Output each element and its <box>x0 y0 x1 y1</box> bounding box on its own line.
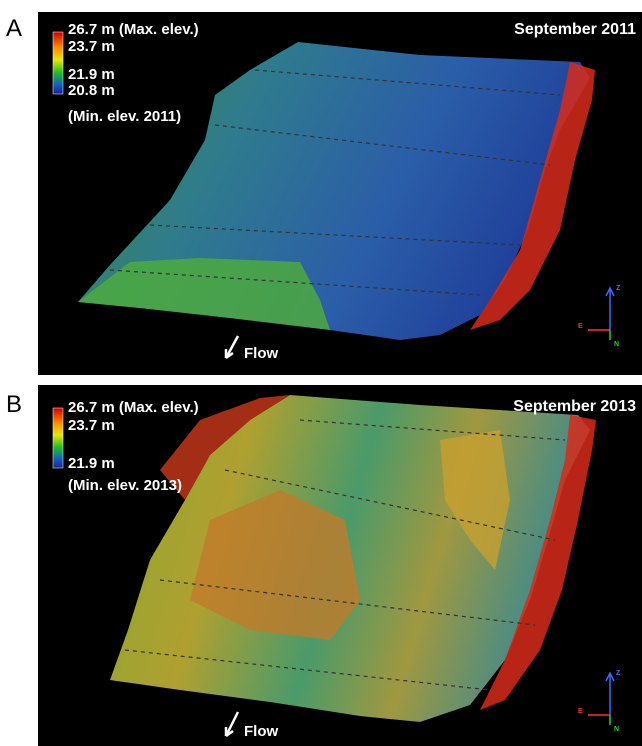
panel-label: B <box>6 391 22 418</box>
legend-label: 21.9 m <box>68 66 115 83</box>
legend-label: 23.7 m <box>68 417 115 434</box>
flow-label: Flow <box>244 723 278 740</box>
legend-label: (Min. elev. 2013) <box>68 477 182 494</box>
legend-label: 21.9 m <box>68 455 115 472</box>
flow-label: Flow <box>244 345 278 362</box>
figure: A 26.7 m (Max. elev.) 23.7 m 21.9 m 20.8… <box>0 0 642 746</box>
panel-title: September 2013 <box>513 398 636 415</box>
legend-label: 23.7 m <box>68 38 115 55</box>
color-bar <box>53 408 63 468</box>
axis-label: Z <box>616 670 621 677</box>
legend-label: (Min. elev. 2011) <box>68 108 181 125</box>
axis-label: N <box>614 726 619 733</box>
panel-title: September 2011 <box>514 21 636 38</box>
color-bar <box>53 32 63 94</box>
axis-label: E <box>578 323 583 330</box>
legend-label: 26.7 m (Max. elev.) <box>68 21 199 38</box>
axis-label: Z <box>616 285 621 292</box>
axis-label: N <box>614 341 619 348</box>
axis-label: E <box>578 708 583 715</box>
legend-label: 26.7 m (Max. elev.) <box>68 399 199 416</box>
legend-label: 20.8 m <box>68 82 115 99</box>
panel-label: A <box>6 15 22 42</box>
